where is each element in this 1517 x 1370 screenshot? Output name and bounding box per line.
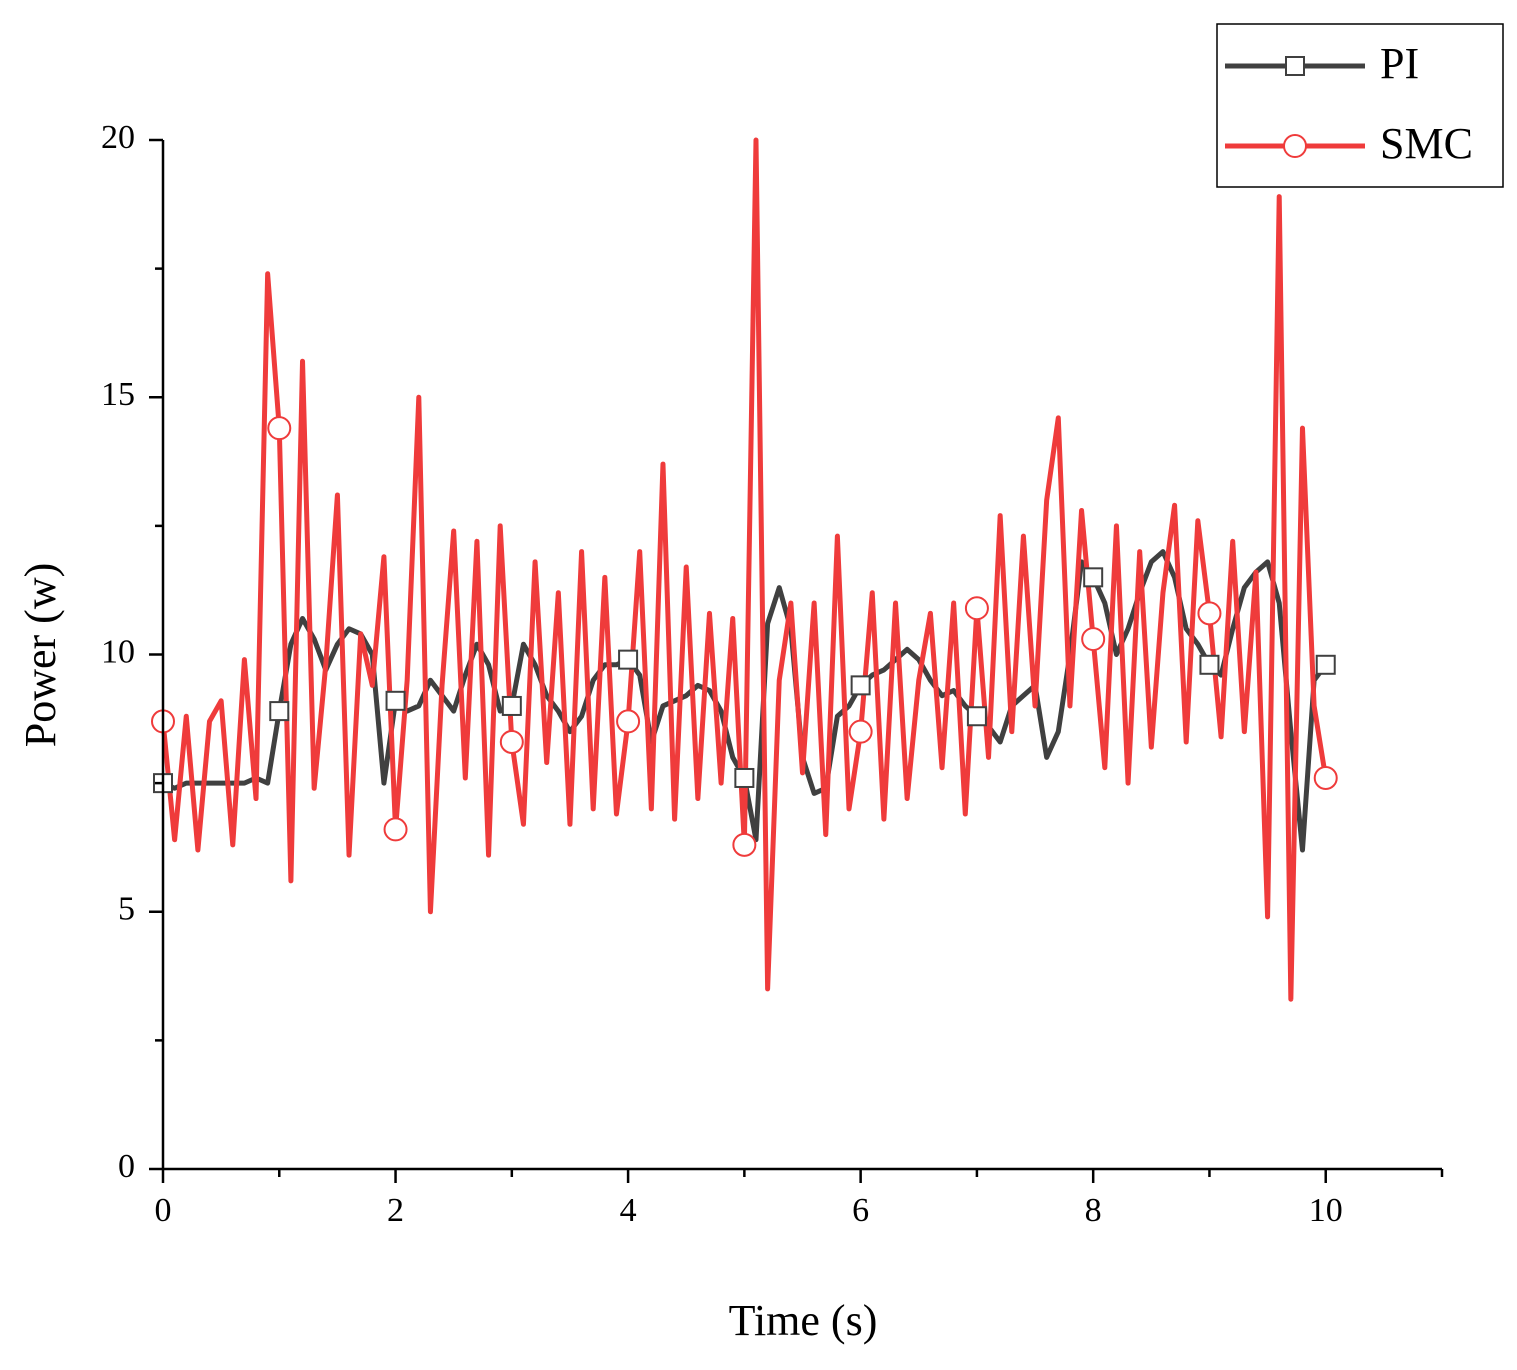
marker: [1315, 654, 1336, 675]
marker: [1313, 765, 1338, 790]
marker: [383, 817, 408, 842]
x-tick-label: 8: [1085, 1192, 1102, 1229]
y-tick-label: 15: [101, 376, 135, 413]
marker: [1197, 601, 1222, 626]
series-line: [160, 137, 1329, 1002]
legend-label: SMC: [1380, 119, 1473, 168]
y-tick-label: 20: [101, 119, 135, 156]
marker: [1083, 567, 1104, 588]
x-tick-label: 4: [620, 1192, 637, 1229]
marker: [501, 695, 522, 716]
legend-marker: [1283, 134, 1307, 158]
marker: [966, 706, 987, 727]
y-tick-label: 0: [118, 1148, 135, 1185]
marker: [616, 709, 641, 734]
x-tick-label: 10: [1309, 1192, 1343, 1229]
y-axis-label: Power (w): [16, 563, 65, 748]
marker: [850, 675, 871, 696]
marker: [385, 690, 406, 711]
marker: [267, 416, 292, 441]
y-tick-label: 5: [118, 891, 135, 928]
x-tick-label: 6: [852, 1192, 869, 1229]
marker: [269, 701, 290, 722]
marker: [499, 729, 524, 754]
marker: [1081, 627, 1106, 652]
marker: [964, 596, 989, 621]
legend-marker: [1285, 56, 1305, 76]
y-tick-label: 10: [101, 633, 135, 670]
marker: [732, 832, 757, 857]
legend-label: PI: [1380, 39, 1419, 88]
x-tick-label: 0: [155, 1192, 172, 1229]
x-tick-label: 2: [387, 1192, 404, 1229]
marker: [848, 719, 873, 744]
legend-box: [1216, 23, 1504, 188]
marker: [1199, 654, 1220, 675]
x-axis-label: Time (s): [729, 1296, 878, 1345]
marker: [734, 767, 755, 788]
marker: [618, 649, 639, 670]
